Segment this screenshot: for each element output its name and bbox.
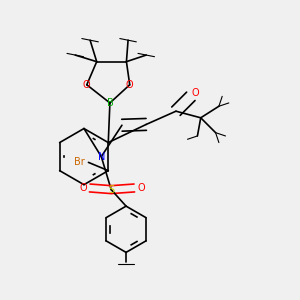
Text: S: S [108, 184, 114, 195]
Text: Br: Br [74, 157, 85, 167]
Text: O: O [137, 183, 145, 193]
Text: O: O [192, 88, 200, 98]
Text: O: O [79, 183, 87, 193]
Text: O: O [83, 80, 91, 90]
Text: O: O [126, 80, 134, 90]
Text: N: N [98, 152, 105, 162]
Text: B: B [106, 98, 113, 108]
